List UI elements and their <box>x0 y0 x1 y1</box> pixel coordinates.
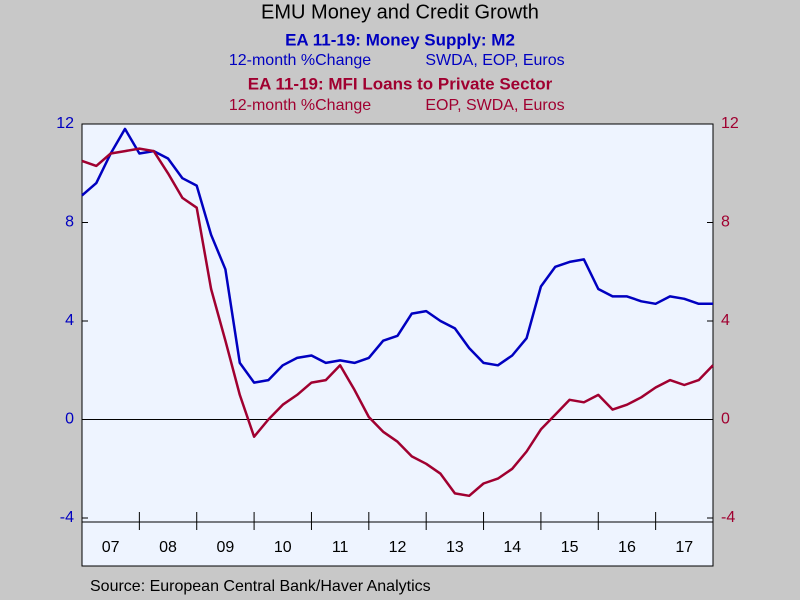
x-tick-label: 11 <box>332 539 349 556</box>
source: Source: European Central Bank/Haver Anal… <box>90 578 431 595</box>
x-tick-label: 07 <box>102 539 120 556</box>
x-tick-label: 17 <box>675 539 693 556</box>
y-tick-label: 8 <box>65 214 74 231</box>
x-tick-label: 10 <box>274 539 292 556</box>
series-title: EA 11-19: MFI Loans to Private Sector <box>248 74 553 93</box>
chart-title: EMU Money and Credit Growth <box>261 1 539 23</box>
x-tick-label: 09 <box>217 539 235 556</box>
x-tick-label: 14 <box>503 539 521 556</box>
x-tick-label: 13 <box>446 539 464 556</box>
y2-tick-label: 0 <box>721 411 730 428</box>
series-notes: SWDA, EOP, Euros <box>425 52 564 69</box>
x-tick-label: 12 <box>389 539 407 556</box>
y-tick-label: -4 <box>60 509 74 526</box>
series-units: 12-month %Change <box>229 52 371 69</box>
series-line <box>81 147 714 498</box>
y2-tick-label: 8 <box>721 214 730 231</box>
series-units: 12-month %Change <box>229 97 371 114</box>
y2-tick-label: -4 <box>721 509 735 526</box>
plot-area <box>81 123 714 567</box>
series-notes: EOP, SWDA, Euros <box>425 97 564 114</box>
x-tick-label: 08 <box>159 539 177 556</box>
y-tick-label: 0 <box>65 411 74 428</box>
series-title: EA 11-19: Money Supply: M2 <box>285 30 515 49</box>
y2-tick-label: 4 <box>721 312 730 329</box>
y-tick-label: 4 <box>65 312 74 329</box>
y2-tick-label: 12 <box>721 115 739 132</box>
y-tick-label: 12 <box>56 115 74 132</box>
x-tick-label: 16 <box>618 539 636 556</box>
x-tick-label: 15 <box>561 539 579 556</box>
series-line <box>81 127 713 384</box>
